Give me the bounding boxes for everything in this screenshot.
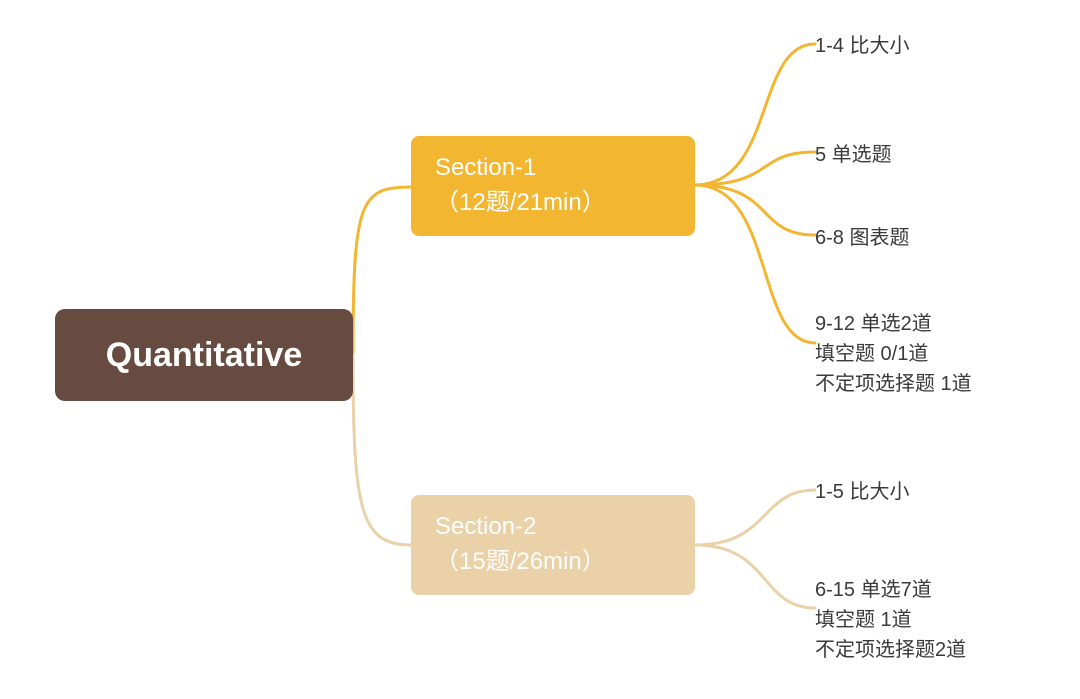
leaf-s1-1: 5 单选题: [815, 140, 892, 170]
leaf-s2-0: 1-5 比大小: [815, 477, 909, 507]
leaf-s2-1: 6-15 单选7道 填空题 1道 不定项选择题2道: [815, 575, 966, 665]
leaf-s1-3: 9-12 单选2道 填空题 0/1道 不定项选择题 1道: [815, 309, 972, 399]
mindmap-stage: Quantitative Section-1 （12题/21min） Secti…: [0, 0, 1080, 699]
leaf-s1-0: 1-4 比大小: [815, 31, 909, 61]
section-2-title: Section-2: [435, 510, 536, 545]
leaf-s1-2: 6-8 图表题: [815, 223, 909, 253]
root-label: Quantitative: [106, 336, 302, 375]
section-2-node: Section-2 （15题/26min）: [411, 495, 695, 595]
section-1-title: Section-1: [435, 151, 536, 186]
section-1-subtitle: （12题/21min）: [435, 186, 606, 221]
root-node-quantitative: Quantitative: [55, 309, 353, 401]
section-2-subtitle: （15题/26min）: [435, 545, 606, 580]
section-1-node: Section-1 （12题/21min）: [411, 136, 695, 236]
